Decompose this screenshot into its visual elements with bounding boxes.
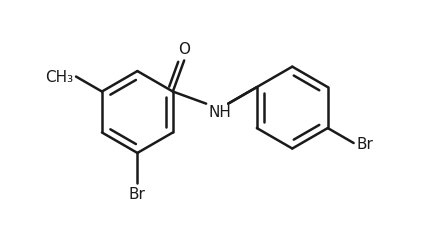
Text: O: O xyxy=(178,42,190,56)
Text: Br: Br xyxy=(129,186,146,201)
Text: NH: NH xyxy=(208,105,231,120)
Text: CH₃: CH₃ xyxy=(46,70,73,85)
Text: Br: Br xyxy=(357,136,374,151)
